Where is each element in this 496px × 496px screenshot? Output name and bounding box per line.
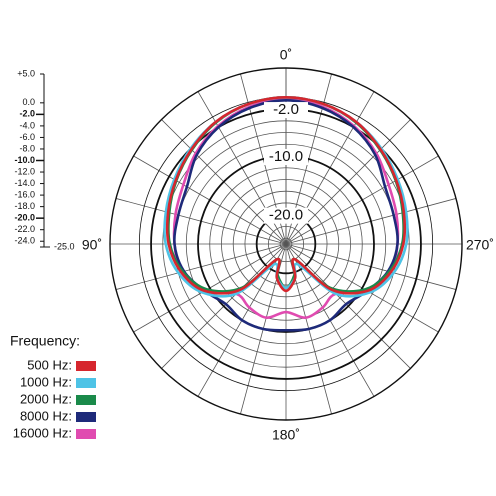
ring-label: -20.0 [269,207,303,224]
angle-label: 270˚ [466,237,494,253]
legend-label: 2000 Hz: [20,391,72,406]
polar-curve [163,96,409,298]
legend-swatch [76,412,96,422]
legend-swatch [76,361,96,371]
labels: +5.00.0-2.0-4.0-6.0-8.0-10.0-12.0-14.0-1… [13,47,494,443]
legend-title: Frequency: [10,333,80,349]
scale-label: +5.0 [17,68,35,78]
legend-label: 8000 Hz: [20,408,72,423]
scale-label: -14.0 [14,178,35,188]
angle-label: 0˚ [280,47,292,63]
scale-label: -6.0 [19,132,35,142]
scale-label: -10.0 [14,155,35,165]
grid-circle [279,237,293,251]
angle-label: 90˚ [82,237,102,253]
polar-curve [173,98,399,332]
scale-label: -12.0 [14,166,35,176]
scale-label: -25.0 [54,241,75,251]
legend-swatch [76,378,96,388]
label-bg [264,149,308,165]
scale-label: 0.0 [22,97,35,107]
scale-label: -4.0 [19,120,35,130]
curves [163,96,409,332]
grid [109,67,463,421]
ring-label: -2.0 [273,101,299,118]
scale-label: -22.0 [14,224,35,234]
label-bg [264,207,308,224]
legend-label: 16000 Hz: [13,425,72,440]
grid-circle [221,179,351,309]
angle-label: 180˚ [272,427,300,443]
grid-circle [185,143,387,345]
grid-circle [109,67,463,421]
legend-swatch [76,429,96,439]
grid-circle [267,225,304,262]
legend-label: 500 Hz: [27,357,72,372]
polar-curve [165,96,407,295]
grid-circle [232,190,340,298]
scale-label: -24.0 [14,236,35,246]
scale-label: -16.0 [14,189,35,199]
legend-swatch [76,395,96,405]
scale-label: -20.0 [14,213,35,223]
scale-label: -8.0 [19,143,35,153]
scale-label: -18.0 [14,201,35,211]
scale-label: -2.0 [19,109,35,119]
legend-label: 1000 Hz: [20,374,72,389]
grid-circle [162,120,410,368]
ring-label: -10.0 [269,148,303,165]
label-bg [264,102,308,119]
grid-circle [209,167,363,321]
grid-circle [244,202,328,286]
polar-curve [172,97,400,319]
